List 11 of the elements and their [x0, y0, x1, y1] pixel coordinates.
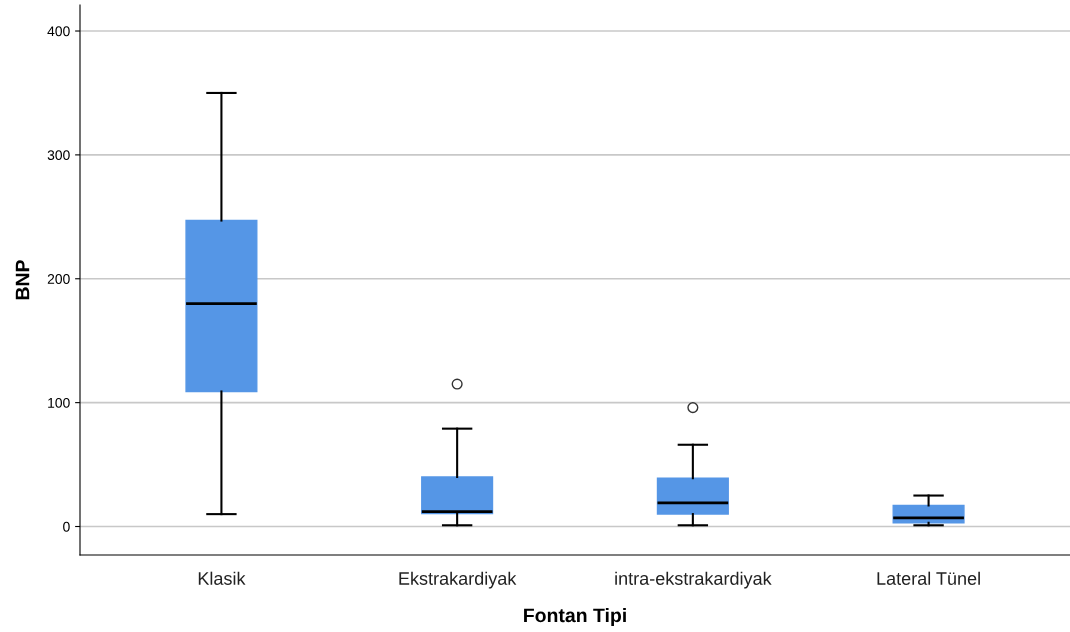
y-tick-label: 200	[47, 274, 70, 284]
y-tick-label: 400	[47, 26, 70, 37]
x-tick-label: intra-ekstrakardiyak	[615, 571, 772, 589]
x-tick-label: Ekstrakardiyak	[399, 571, 517, 589]
y-tick-label: 300	[47, 150, 70, 161]
x-tick-label: Klasik	[198, 571, 246, 585]
x-tick-label: Lateral Tünel	[877, 571, 980, 585]
y-tick-label: 0	[63, 521, 70, 532]
y-tick-label: 100	[48, 397, 70, 408]
x-axis-title: Fontan Tipi	[524, 607, 626, 627]
y-axis-title: BNP	[15, 260, 30, 300]
